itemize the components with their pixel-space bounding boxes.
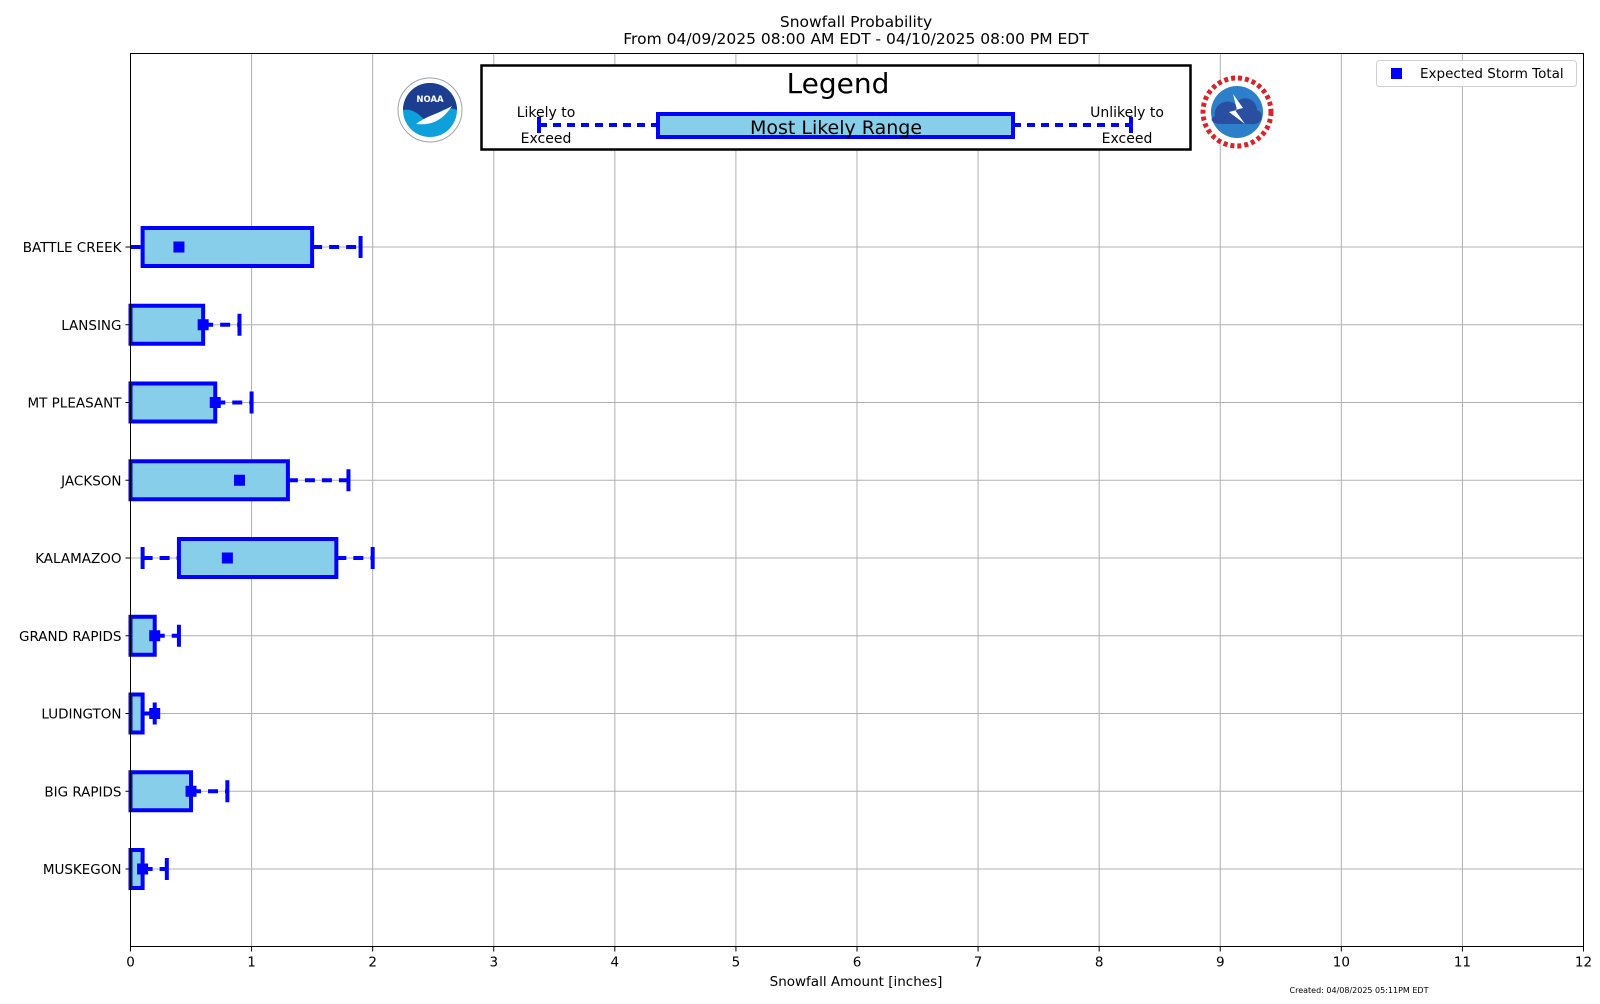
x-tick-label: 1 (247, 955, 256, 971)
expected-total-marker (185, 785, 197, 797)
range-box (176, 537, 339, 579)
x-tick-label: 0 (126, 955, 135, 971)
x-tick-label: 2 (368, 955, 377, 971)
expected-total-marker (233, 474, 245, 486)
grid-layer (130, 53, 1584, 947)
x-tick-label: 3 (489, 955, 498, 971)
category-label: MUSKEGON (43, 862, 122, 878)
inset-legend-right-label-2: Exceed (1102, 131, 1153, 147)
category-label: BIG RAPIDS (44, 784, 121, 800)
series-legend-marker (1391, 68, 1402, 79)
series-legend-label: Expected Storm Total (1420, 66, 1564, 82)
range-box (128, 303, 206, 346)
range-box (128, 381, 218, 424)
series-legend: Expected Storm Total (1376, 60, 1577, 87)
category-label: MT PLEASANT (27, 396, 122, 412)
inset-legend-left-label-2: Exceed (521, 131, 572, 147)
category-label: GRAND RAPIDS (19, 629, 121, 645)
inset-legend-title: Legend (787, 67, 890, 100)
x-tick-label: 9 (1216, 955, 1225, 971)
expected-total-marker (209, 397, 221, 408)
expected-total-marker (149, 708, 161, 719)
inset-legend-range-box (656, 112, 1015, 139)
x-tick-label: 6 (853, 955, 862, 971)
inset-legend-right-label-1: Unlikely to (1090, 105, 1164, 121)
svg-text:NOAA: NOAA (416, 95, 444, 105)
expected-total-marker (221, 552, 233, 564)
created-note: Created: 04/08/2025 05:11PM EDT (1290, 986, 1429, 995)
chart-marks (128, 226, 375, 890)
series-legend-frame (1376, 60, 1577, 87)
expected-total-marker (137, 863, 149, 875)
x-tick-label: 12 (1575, 955, 1592, 971)
x-tick-label: 8 (1095, 955, 1104, 971)
category-label: JACKSON (60, 473, 121, 489)
category-label: LANSING (61, 318, 121, 334)
x-tick-label: 5 (732, 955, 741, 971)
expected-total-marker (197, 319, 209, 331)
x-axis-ticks: 0 1 2 3 4 5 6 7 8 9 10 11 12 (126, 946, 1592, 971)
inset-legend: Legend Most Likely Range Likely to Excee… (480, 64, 1192, 151)
category-label: LUDINGTON (41, 707, 121, 723)
chart-title: Snowfall Probability (780, 13, 932, 31)
x-axis-label: Snowfall Amount [inches] (770, 974, 943, 990)
x-tick-label: 10 (1333, 955, 1350, 971)
noaa-logo-icon: NOAA (397, 77, 463, 143)
range-box (128, 770, 194, 813)
range-box (140, 226, 315, 268)
category-label: KALAMAZOO (35, 551, 121, 567)
inset-legend-range-label: Most Likely Range (750, 117, 922, 139)
x-tick-label: 11 (1454, 955, 1471, 971)
expected-total-marker (149, 630, 161, 642)
nws-logo-icon (1200, 75, 1274, 149)
expected-total-marker (173, 241, 185, 253)
range-box (128, 692, 145, 735)
range-box (128, 459, 290, 502)
chart-subtitle: From 04/09/2025 08:00 AM EDT - 04/10/202… (623, 30, 1089, 48)
inset-legend-left-label-1: Likely to (517, 105, 576, 121)
category-label: BATTLE CREEK (23, 240, 123, 256)
plot-frame (130, 53, 1584, 947)
x-tick-label: 4 (611, 955, 620, 971)
x-tick-label: 7 (974, 955, 983, 971)
y-axis-ticks: BATTLE CREEK LANSING MT PLEASANT JACKSON KAL… (19, 240, 131, 878)
